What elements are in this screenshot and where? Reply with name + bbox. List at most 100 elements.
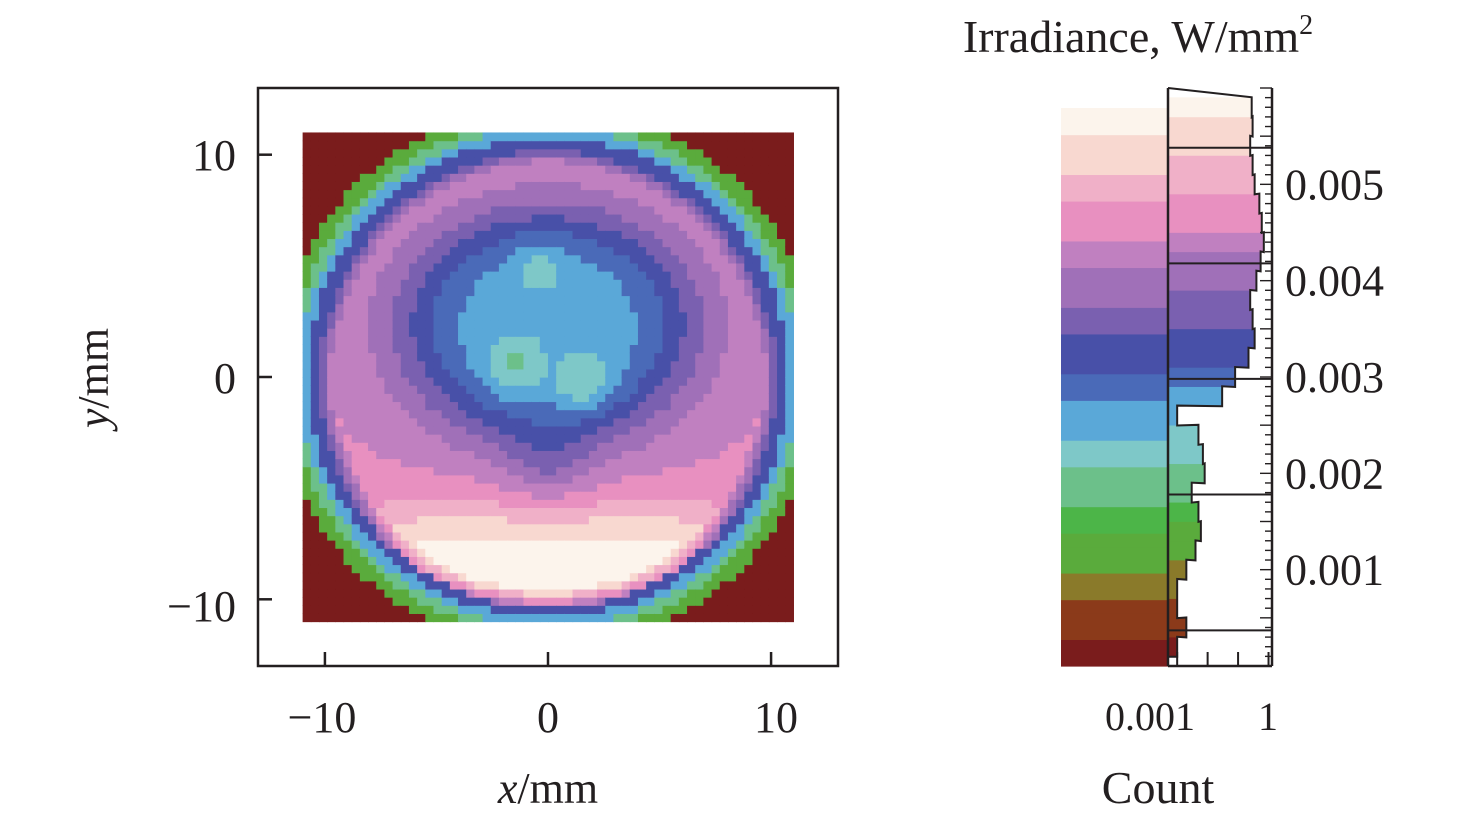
heatmap-cell [768, 588, 778, 598]
heatmap-cell [572, 417, 582, 427]
heatmap-cell [695, 491, 705, 500]
heatmap-cell [531, 303, 541, 313]
heatmap-cell [629, 613, 639, 623]
heatmap-cell [703, 303, 713, 313]
heatmap-cell [515, 271, 525, 280]
heatmap-cell [498, 417, 508, 427]
heatmap-cell [408, 165, 418, 174]
heatmap-cell [629, 515, 639, 525]
heatmap-cell [580, 222, 590, 231]
heatmap-cell [727, 262, 737, 272]
heatmap-cell [408, 515, 418, 525]
heatmap-cell [408, 401, 418, 411]
heatmap-cell [400, 605, 410, 614]
x-tick-label-0: 0 [537, 693, 559, 742]
heatmap-cell [744, 482, 754, 492]
heatmap-cell [474, 238, 484, 248]
heatmap-cell [539, 450, 549, 460]
heatmap-cell [727, 613, 737, 623]
heatmap-cell [695, 523, 705, 533]
heatmap-cell [711, 311, 721, 321]
heatmap-cell [490, 385, 500, 394]
heatmap-cell [359, 564, 369, 574]
heatmap-cell [572, 385, 582, 394]
heatmap-cell [768, 605, 778, 614]
heatmap-cell [482, 189, 492, 199]
heatmap-cell [490, 417, 500, 427]
heatmap-cell [327, 368, 336, 378]
heatmap-cell [785, 605, 794, 614]
heatmap-cell [302, 222, 312, 231]
heatmap-cell [580, 360, 590, 370]
heatmap-cell [417, 572, 426, 582]
heatmap-cell [621, 548, 631, 557]
heatmap-cell [302, 311, 312, 321]
heatmap-cell [335, 377, 345, 386]
heatmap-cell [384, 148, 394, 158]
heatmap-cell [613, 417, 623, 427]
heatmap-cell [703, 197, 713, 207]
heatmap-cell [572, 507, 582, 517]
heatmap-cell [310, 564, 320, 574]
heatmap-cell [368, 409, 377, 419]
heatmap-cell [433, 605, 443, 614]
heatmap-cell [302, 287, 312, 297]
heatmap-cell [670, 385, 680, 394]
heatmap-cell [785, 173, 794, 182]
histogram-bar [1168, 135, 1251, 156]
x-axis-label-var: x [497, 764, 518, 813]
heatmap-cell [727, 474, 737, 484]
heatmap-cell [613, 540, 623, 549]
heatmap-cell [719, 132, 729, 142]
heatmap-cell [711, 605, 721, 614]
heatmap-cell [548, 132, 557, 142]
heatmap-cell [359, 580, 369, 590]
heatmap-cell [580, 613, 590, 623]
heatmap-cell [678, 352, 688, 362]
heatmap-cell [760, 156, 770, 166]
heatmap-cell [343, 442, 353, 451]
heatmap-cell [425, 303, 435, 313]
heatmap-cell [515, 311, 525, 321]
heatmap-cell [302, 173, 312, 182]
heatmap-cell [507, 597, 516, 606]
heatmap-cell [458, 588, 467, 598]
heatmap-cell [736, 287, 745, 297]
heatmap-cell [736, 507, 745, 517]
heatmap-cell [498, 523, 508, 533]
heatmap-cell [670, 360, 680, 370]
heatmap-cell [646, 197, 655, 207]
heatmap-cell [777, 393, 786, 403]
heatmap-cell [327, 499, 336, 509]
heatmap-cell [654, 442, 664, 451]
heatmap-cell [359, 328, 369, 337]
heatmap-cell [458, 352, 467, 362]
heatmap-cell [588, 450, 598, 460]
heatmap-cell [637, 132, 647, 142]
heatmap-cell [490, 132, 500, 142]
heatmap-cell [727, 597, 737, 606]
heatmap-cell [368, 597, 377, 606]
heatmap-cell [768, 531, 778, 541]
heatmap-cell [507, 156, 516, 166]
heatmap-cell [515, 474, 525, 484]
heatmap-cell [646, 450, 655, 460]
heatmap-cell [744, 230, 754, 240]
heatmap-cell [597, 205, 606, 215]
heatmap-cell [744, 377, 754, 386]
heatmap-cell [327, 254, 336, 264]
heatmap-cell [556, 319, 565, 329]
heatmap-cell [515, 132, 525, 142]
heatmap-cell [605, 360, 615, 370]
heatmap-cell [498, 434, 508, 443]
heatmap-cell [744, 588, 754, 598]
heatmap-cell [548, 246, 557, 256]
heatmap-cell [408, 197, 418, 207]
heatmap-cell [433, 328, 443, 337]
heatmap-cell [548, 262, 557, 272]
heatmap-cell [572, 271, 582, 280]
heatmap-cell [458, 344, 467, 354]
heatmap-cell [408, 417, 418, 427]
heatmap-cell [408, 425, 418, 435]
heatmap-cell [392, 450, 402, 460]
